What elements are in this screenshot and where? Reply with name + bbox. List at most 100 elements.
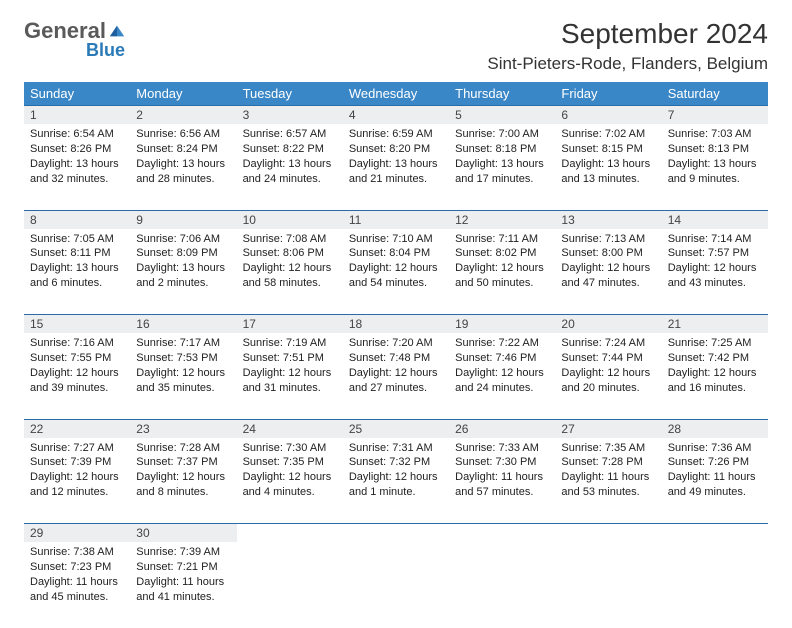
day-number: 8 [30,213,37,227]
day1-text: Daylight: 13 hours [136,261,230,276]
day-cell: Sunrise: 7:30 AMSunset: 7:35 PMDaylight:… [237,438,343,524]
day1-text: Daylight: 11 hours [30,575,124,590]
day-content-row: Sunrise: 7:27 AMSunset: 7:39 PMDaylight:… [24,438,768,524]
day-number: 14 [668,213,681,227]
day-number-cell: 24 [237,419,343,438]
sunset-text: Sunset: 8:24 PM [136,142,230,157]
day1-text: Daylight: 13 hours [30,157,124,172]
day-cell [237,542,343,628]
sunset-text: Sunset: 7:30 PM [455,455,549,470]
day2-text: and 45 minutes. [30,590,124,605]
title-block: September 2024 Sint-Pieters-Rode, Flande… [487,18,768,74]
day1-text: Daylight: 12 hours [136,366,230,381]
day2-text: and 57 minutes. [455,485,549,500]
sunset-text: Sunset: 7:44 PM [561,351,655,366]
day-cell: Sunrise: 7:05 AMSunset: 8:11 PMDaylight:… [24,229,130,315]
sunset-text: Sunset: 7:42 PM [668,351,762,366]
day-number: 19 [455,317,468,331]
day1-text: Daylight: 12 hours [349,366,443,381]
day-cell: Sunrise: 7:33 AMSunset: 7:30 PMDaylight:… [449,438,555,524]
day-number: 10 [243,213,256,227]
day-number: 5 [455,108,462,122]
sunrise-text: Sunrise: 7:02 AM [561,127,655,142]
day2-text: and 12 minutes. [30,485,124,500]
sunset-text: Sunset: 7:48 PM [349,351,443,366]
day-number-row: 15161718192021 [24,315,768,334]
logo-text-2: Blue [86,40,126,61]
day-number-row: 891011121314 [24,210,768,229]
day1-text: Daylight: 11 hours [561,470,655,485]
sunrise-text: Sunrise: 7:31 AM [349,441,443,456]
day-number: 29 [30,526,43,540]
day2-text: and 21 minutes. [349,172,443,187]
day1-text: Daylight: 12 hours [561,366,655,381]
day-number-cell [237,524,343,543]
sunrise-text: Sunrise: 7:28 AM [136,441,230,456]
sunset-text: Sunset: 7:28 PM [561,455,655,470]
sunset-text: Sunset: 8:09 PM [136,246,230,261]
day-number-cell: 5 [449,106,555,125]
sunset-text: Sunset: 8:06 PM [243,246,337,261]
day-number-cell: 28 [662,419,768,438]
day2-text: and 54 minutes. [349,276,443,291]
day2-text: and 39 minutes. [30,381,124,396]
sunrise-text: Sunrise: 7:14 AM [668,232,762,247]
day-number-cell: 20 [555,315,661,334]
sunrise-text: Sunrise: 7:35 AM [561,441,655,456]
sunrise-text: Sunrise: 6:56 AM [136,127,230,142]
sunset-text: Sunset: 7:35 PM [243,455,337,470]
sunrise-text: Sunrise: 7:36 AM [668,441,762,456]
day-cell: Sunrise: 7:25 AMSunset: 7:42 PMDaylight:… [662,333,768,419]
day2-text: and 13 minutes. [561,172,655,187]
sunrise-text: Sunrise: 7:17 AM [136,336,230,351]
day1-text: Daylight: 13 hours [136,157,230,172]
month-title: September 2024 [487,18,768,50]
sunrise-text: Sunrise: 7:30 AM [243,441,337,456]
day-number-cell [449,524,555,543]
day-number: 18 [349,317,362,331]
day-number: 22 [30,422,43,436]
sunrise-text: Sunrise: 7:25 AM [668,336,762,351]
day-cell: Sunrise: 7:27 AMSunset: 7:39 PMDaylight:… [24,438,130,524]
day-cell: Sunrise: 7:06 AMSunset: 8:09 PMDaylight:… [130,229,236,315]
day-number: 4 [349,108,356,122]
sunrise-text: Sunrise: 7:08 AM [243,232,337,247]
day-number-cell: 7 [662,106,768,125]
day1-text: Daylight: 12 hours [243,470,337,485]
sunrise-text: Sunrise: 7:19 AM [243,336,337,351]
day-number: 24 [243,422,256,436]
sunset-text: Sunset: 8:11 PM [30,246,124,261]
day-cell: Sunrise: 7:11 AMSunset: 8:02 PMDaylight:… [449,229,555,315]
day-number: 16 [136,317,149,331]
sunset-text: Sunset: 7:46 PM [455,351,549,366]
day1-text: Daylight: 12 hours [349,470,443,485]
day-cell: Sunrise: 7:20 AMSunset: 7:48 PMDaylight:… [343,333,449,419]
day1-text: Daylight: 12 hours [243,366,337,381]
day-cell: Sunrise: 7:10 AMSunset: 8:04 PMDaylight:… [343,229,449,315]
day-cell: Sunrise: 7:22 AMSunset: 7:46 PMDaylight:… [449,333,555,419]
day2-text: and 20 minutes. [561,381,655,396]
day-cell: Sunrise: 6:59 AMSunset: 8:20 PMDaylight:… [343,124,449,210]
day-number: 20 [561,317,574,331]
day-number: 1 [30,108,37,122]
day-number: 21 [668,317,681,331]
day-number-cell: 30 [130,524,236,543]
day2-text: and 28 minutes. [136,172,230,187]
day-number-cell: 21 [662,315,768,334]
weekday-header: Monday [130,82,236,106]
page-header: General Blue September 2024 Sint-Pieters… [24,18,768,74]
day-cell [662,542,768,628]
day-number-cell: 18 [343,315,449,334]
sunrise-text: Sunrise: 7:22 AM [455,336,549,351]
day-number: 12 [455,213,468,227]
day2-text: and 24 minutes. [243,172,337,187]
day-number-cell: 13 [555,210,661,229]
sunset-text: Sunset: 8:20 PM [349,142,443,157]
day-cell: Sunrise: 7:03 AMSunset: 8:13 PMDaylight:… [662,124,768,210]
day1-text: Daylight: 11 hours [136,575,230,590]
day-cell: Sunrise: 6:57 AMSunset: 8:22 PMDaylight:… [237,124,343,210]
day1-text: Daylight: 12 hours [349,261,443,276]
day-cell [449,542,555,628]
day-cell [555,542,661,628]
day-number-cell: 11 [343,210,449,229]
